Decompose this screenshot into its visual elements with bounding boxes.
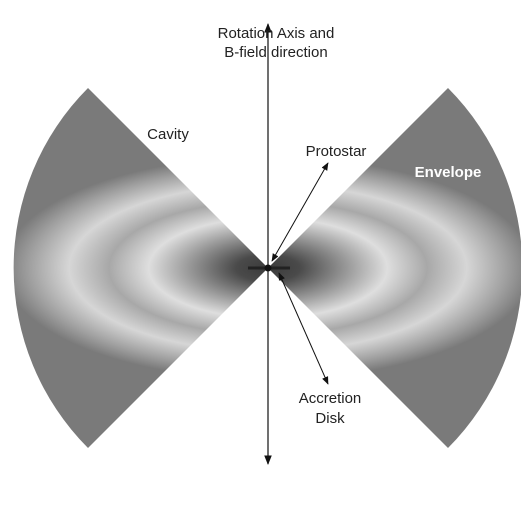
disk-pointer: [278, 272, 329, 385]
protostar: [264, 264, 272, 272]
cavity-label: Cavity: [147, 126, 189, 143]
protostar-label: Protostar: [306, 143, 367, 160]
axis-label: B-field direction: [224, 44, 327, 61]
envelope-left: [13, 88, 268, 448]
disk-label: Disk: [315, 410, 345, 427]
envelope-label: Envelope: [415, 164, 482, 181]
disk-label: Accretion: [299, 390, 362, 407]
envelope-right: [268, 88, 521, 448]
protostar-pointer: [271, 162, 329, 262]
axis-label: Rotation Axis and: [218, 25, 335, 42]
